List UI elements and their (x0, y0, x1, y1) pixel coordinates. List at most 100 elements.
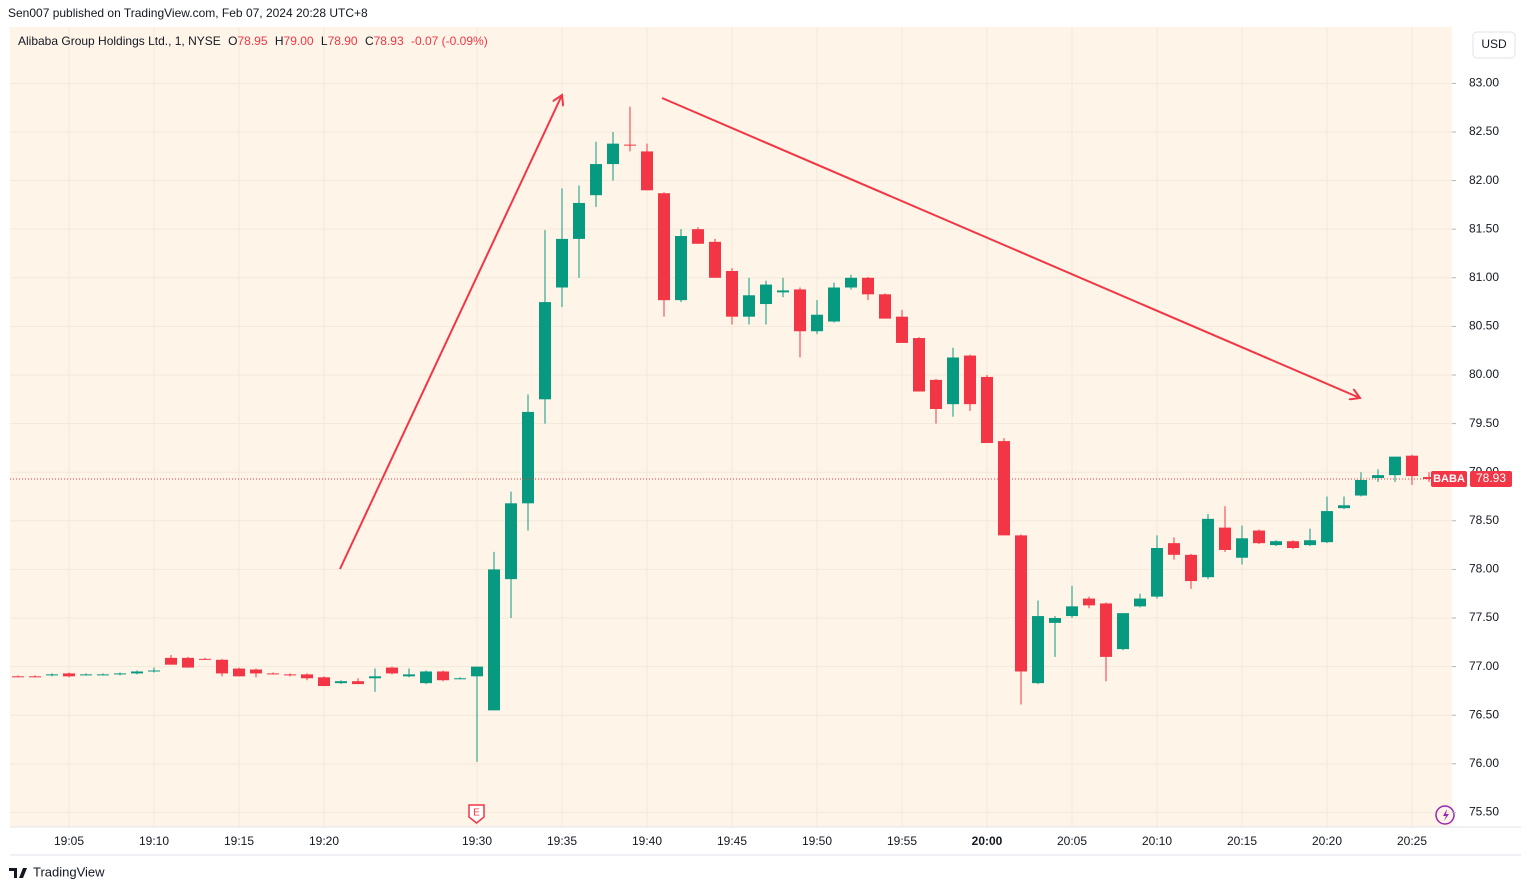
candle-body (182, 657, 194, 668)
x-tick-label: 19:35 (547, 834, 577, 848)
candle-body (199, 658, 211, 660)
candle-body (573, 202, 585, 239)
earnings-icon[interactable] (468, 804, 485, 824)
candle-body (743, 295, 755, 317)
y-tick-label: 79.50 (1469, 416, 1499, 430)
candle-body (1117, 613, 1129, 650)
candle-layer (12, 106, 1435, 762)
candle-body (607, 143, 619, 165)
candle-body (1236, 538, 1248, 558)
candle-body (97, 674, 109, 676)
candle-body (1066, 606, 1078, 617)
candle-body (1253, 530, 1265, 544)
x-tick-label: 20:25 (1397, 834, 1427, 848)
candle-body (862, 277, 874, 295)
candle-body (1389, 456, 1401, 476)
candle-body (1372, 475, 1384, 479)
candle-body (1083, 598, 1095, 606)
candle-body (641, 151, 653, 191)
x-tick-label: 20:20 (1312, 834, 1342, 848)
candle-body (1355, 479, 1367, 496)
candle-body (726, 270, 738, 317)
candle-body (1321, 511, 1333, 543)
candle-body (777, 290, 789, 293)
candle-body (845, 277, 857, 288)
candle-body (913, 338, 925, 392)
legend: Alibaba Group Holdings Ltd., 1, NYSE O78… (18, 34, 488, 48)
y-tick-label: 81.50 (1469, 221, 1499, 235)
lightning-bolt (1443, 809, 1449, 821)
y-tick-label: 76.00 (1469, 756, 1499, 770)
x-tick-label: 19:15 (224, 834, 254, 848)
legend-key: L (321, 34, 328, 48)
candle-body (522, 411, 534, 504)
candle-body (1015, 535, 1027, 672)
plot-area (10, 27, 1452, 827)
x-tick-label: 19:40 (632, 834, 662, 848)
candle-body (1185, 554, 1197, 582)
candle-body (1100, 603, 1112, 657)
candle-body (964, 355, 976, 405)
candle-body (692, 229, 704, 244)
candle-body (539, 302, 551, 400)
x-tick-label: 19:50 (802, 834, 832, 848)
candle-body (1423, 477, 1435, 480)
candle-body (947, 357, 959, 405)
trend-arrow (339, 95, 562, 570)
currency-label[interactable]: USD (1481, 37, 1507, 51)
candle-body (301, 674, 313, 679)
y-tick-label: 80.00 (1469, 367, 1499, 381)
x-tick-label: 20:05 (1057, 834, 1087, 848)
candle-body (590, 164, 602, 196)
currency-button[interactable] (1472, 31, 1516, 59)
candle-body (267, 673, 279, 675)
candle-body (1151, 548, 1163, 597)
y-tick-label: 78.00 (1469, 562, 1499, 576)
candle-body (930, 379, 942, 410)
y-tick-label: 77.50 (1469, 610, 1499, 624)
footer-brand: TradingView (33, 864, 105, 879)
candle-body (658, 193, 670, 301)
legend-value: 78.90 (328, 34, 358, 48)
candle-body (318, 677, 330, 687)
candle-body (1049, 618, 1061, 623)
y-tick-label: 82.50 (1469, 124, 1499, 138)
lightning-icon[interactable] (1435, 805, 1455, 825)
candle-body (556, 238, 568, 288)
candle-body (369, 676, 381, 679)
y-tick-label: 77.00 (1469, 659, 1499, 673)
candle-body (896, 316, 908, 343)
x-tick-label: 19:45 (717, 834, 747, 848)
candle-body (233, 668, 245, 677)
y-tick-label: 78.50 (1469, 513, 1499, 527)
candle-body (1270, 541, 1282, 546)
candle-body (998, 441, 1010, 536)
x-tick-label: 19:55 (887, 834, 917, 848)
x-tick-label: 19:05 (54, 834, 84, 848)
candle-body (420, 671, 432, 684)
y-tick-label: 76.50 (1469, 707, 1499, 721)
candle-body (1202, 518, 1214, 578)
earnings-label[interactable]: E (473, 808, 480, 819)
candle-body (250, 669, 262, 674)
last-price-box (1470, 471, 1512, 488)
candle-body (1168, 543, 1180, 555)
price-scale (1452, 27, 1521, 827)
candle-body (981, 376, 993, 444)
candle-body (879, 294, 891, 319)
legend-key: C (365, 34, 374, 48)
candle-body (148, 670, 160, 672)
candle-body (828, 287, 840, 322)
candle-body (63, 673, 75, 677)
candle-body (80, 674, 92, 676)
candle-body (131, 671, 143, 674)
legend-key: O (228, 34, 237, 48)
candle-body (488, 569, 500, 711)
last-price-label: 78.93 (1476, 471, 1506, 485)
x-tick-label: 19:20 (309, 834, 339, 848)
candle-body (386, 667, 398, 674)
x-tick-label: 19:30 (462, 834, 492, 848)
candle-body (216, 659, 228, 674)
